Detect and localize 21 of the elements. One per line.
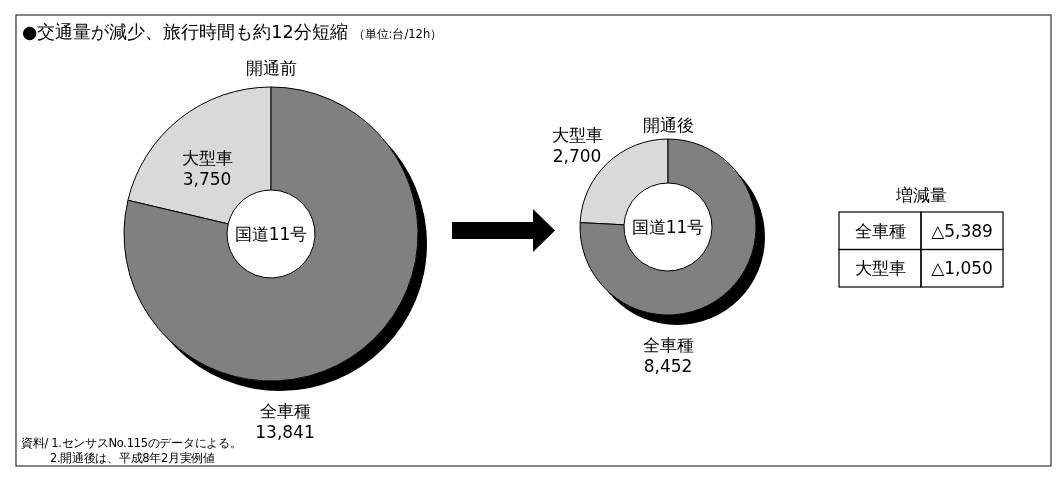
text: 開通後 <box>642 114 694 135</box>
text: 大型車 <box>854 258 906 279</box>
text: 全車種 <box>854 220 906 241</box>
data-label: 8,452 <box>643 355 693 376</box>
text: 増減量 <box>894 184 947 205</box>
data-label: 2,700 <box>552 145 602 166</box>
text: △1,050 <box>931 258 993 279</box>
slice-label: 大型車 <box>551 124 603 145</box>
text: 国道11号 <box>234 223 308 244</box>
text: 開通前 <box>245 57 297 78</box>
data-label: 3,750 <box>182 168 232 189</box>
slice-label: 全車種 <box>259 400 311 421</box>
text: 資料/ 1.センサスNo.115のデータによる。 <box>21 436 242 451</box>
slice-label: 全車種 <box>642 334 694 355</box>
chart-title: ●交通量が減少、旅行時間も約12分短縮 <box>22 22 348 42</box>
data-label: 13,841 <box>255 421 315 442</box>
text: △5,389 <box>931 220 993 241</box>
chart-subtitle: （単位:台/12h） <box>352 27 443 41</box>
slice-label: 大型車 <box>181 147 233 168</box>
text: 国道11号 <box>631 216 705 237</box>
text: 2.開通後は、平成8年2月実例値 <box>50 451 216 466</box>
